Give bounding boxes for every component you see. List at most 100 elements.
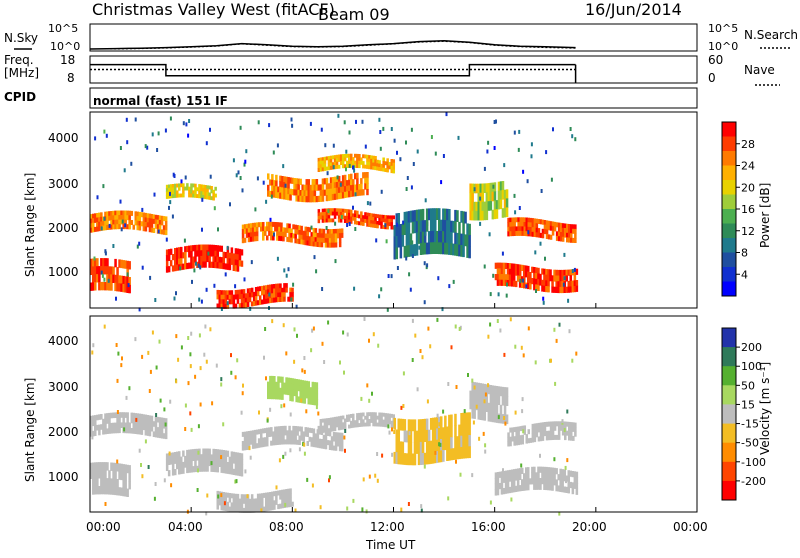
heatmap-cell	[218, 290, 222, 295]
heatmap-cell	[327, 156, 331, 160]
heatmap-speckle	[119, 199, 122, 204]
heatmap-cell	[471, 183, 474, 194]
heatmap-cell	[236, 452, 240, 459]
heatmap-cell	[282, 236, 285, 242]
power-colorbar-tick-label: 20	[741, 181, 755, 194]
heatmap-cell	[202, 459, 205, 466]
heatmap-cell	[504, 262, 508, 269]
heatmap-speckle	[312, 326, 315, 331]
heatmap-speckle	[175, 334, 178, 339]
heatmap-speckle	[390, 127, 393, 131]
heatmap-speckle	[199, 402, 202, 407]
heatmap-cell	[438, 450, 441, 463]
heatmap-speckle	[220, 377, 223, 382]
heatmap-speckle	[571, 269, 574, 273]
heatmap-cell	[515, 431, 518, 437]
heatmap-cell	[273, 284, 276, 289]
heatmap-cell	[564, 421, 567, 427]
heatmap-speckle	[223, 501, 226, 506]
heatmap-speckle	[360, 396, 363, 401]
heatmap-speckle	[207, 251, 210, 256]
heatmap-cell	[317, 161, 321, 166]
heatmap-speckle	[196, 488, 199, 492]
heatmap-cell	[241, 229, 245, 235]
heatmap-speckle	[257, 120, 260, 125]
heatmap-cell	[346, 212, 349, 217]
heatmap-speckle	[343, 120, 346, 125]
heatmap-cell	[250, 301, 254, 307]
heatmap-cell	[160, 422, 164, 429]
heatmap-cell	[110, 274, 113, 283]
heatmap-cell	[234, 259, 238, 266]
heatmap-cell	[337, 154, 341, 159]
heatmap-cell	[320, 237, 324, 243]
heatmap-cell	[325, 218, 329, 223]
heatmap-cell	[249, 227, 253, 233]
heatmap-speckle	[180, 345, 183, 350]
heatmap-speckle	[149, 369, 152, 374]
heatmap-cell	[407, 222, 411, 235]
heatmap-cell	[134, 215, 138, 221]
heatmap-cell	[232, 502, 236, 508]
heatmap-cell	[273, 491, 276, 497]
heatmap-cell	[352, 423, 355, 428]
heatmap-cell	[319, 184, 323, 191]
heatmap-cell	[477, 201, 481, 212]
heatmap-cell	[184, 246, 187, 253]
heatmap-cell	[331, 177, 335, 184]
power-colorbar-swatch	[722, 122, 736, 137]
heatmap-cell	[295, 396, 298, 403]
heatmap-cell	[269, 375, 272, 383]
freq-label-1: Freq.	[4, 53, 34, 67]
heatmap-cell	[164, 428, 168, 434]
heatmap-cell	[165, 249, 169, 256]
heatmap-speckle	[407, 502, 410, 506]
heatmap-cell	[533, 472, 536, 479]
heatmap-cell	[531, 222, 535, 228]
heatmap-cell	[264, 226, 267, 232]
heatmap-cell	[506, 475, 510, 483]
heatmap-speckle	[410, 127, 413, 132]
heatmap-cell	[317, 195, 321, 202]
heatmap-cell	[226, 263, 230, 270]
heatmap-cell	[222, 450, 226, 457]
heatmap-cell	[547, 234, 551, 240]
heatmap-speckle	[352, 498, 355, 503]
heatmap-cell	[164, 216, 168, 222]
heatmap-speckle	[574, 137, 577, 142]
heatmap-cell	[523, 425, 527, 431]
heatmap-speckle	[295, 304, 298, 309]
heatmap-cell	[298, 435, 301, 441]
heatmap-cell	[218, 491, 222, 497]
heatmap-cell	[292, 435, 295, 440]
heatmap-speckle	[175, 291, 177, 296]
heatmap-cell	[506, 263, 510, 270]
heatmap-cell	[241, 233, 245, 239]
heatmap-cell	[182, 263, 185, 270]
heatmap-cell	[275, 180, 278, 187]
heatmap-cell	[138, 418, 142, 425]
heatmap-speckle	[244, 159, 247, 164]
heatmap-cell	[267, 284, 270, 290]
heatmap-cell	[574, 422, 577, 428]
heatmap-cell	[190, 466, 193, 473]
heatmap-speckle	[387, 424, 390, 429]
heatmap-cell	[277, 192, 280, 199]
heatmap-cell	[337, 158, 341, 162]
heatmap-cell	[245, 223, 249, 229]
heatmap-speckle	[293, 359, 296, 364]
heatmap-cell	[210, 186, 213, 190]
heatmap-cell	[282, 435, 285, 440]
heatmap-cell	[220, 466, 224, 473]
heatmap-cell	[384, 218, 387, 223]
heatmap-cell	[456, 447, 459, 460]
heatmap-cell	[533, 432, 537, 438]
heatmap-cell	[182, 467, 185, 474]
heatmap-cell	[108, 423, 111, 429]
heatmap-speckle	[217, 494, 220, 499]
heatmap-speckle	[328, 478, 330, 483]
heatmap-cell	[208, 185, 211, 190]
heatmap-cell	[431, 440, 435, 453]
heatmap-cell	[531, 227, 535, 233]
heatmap-cell	[174, 259, 177, 266]
